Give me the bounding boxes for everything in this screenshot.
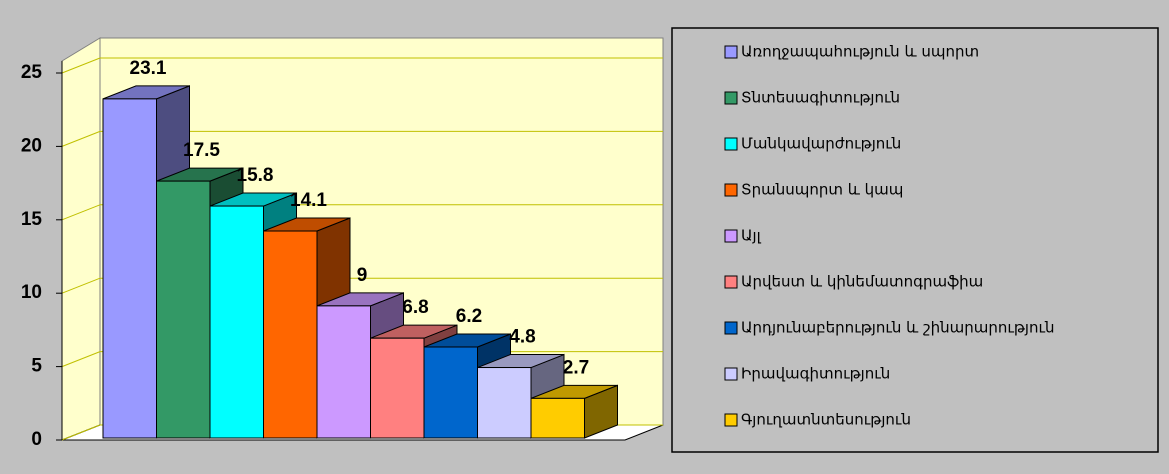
y-tick-label: 5: [31, 356, 42, 377]
y-tick-label: 10: [21, 282, 42, 303]
y-tick-label: 15: [21, 209, 43, 230]
y-tick-label: 20: [21, 135, 42, 156]
value-label: 17.5: [183, 140, 220, 161]
value-label: 2.7: [563, 357, 589, 378]
legend-label: Այլ: [741, 227, 762, 245]
legend-swatch: [724, 45, 738, 59]
grid-line: [61, 57, 101, 74]
legend-swatch: [724, 229, 738, 243]
y-tick-label: 0: [31, 429, 42, 450]
grid-line: [61, 424, 101, 441]
legend-swatch: [724, 137, 738, 151]
legend-swatch: [724, 275, 738, 289]
value-label: 9: [357, 265, 368, 286]
side-wall: [61, 37, 101, 441]
value-label: 14.1: [290, 190, 327, 211]
bar: [156, 180, 211, 439]
grid-line: [61, 204, 101, 221]
value-label: 6.2: [456, 306, 482, 327]
bar: [102, 98, 157, 439]
legend-swatch: [724, 91, 738, 105]
bar: [477, 367, 532, 439]
bar: [370, 337, 425, 439]
legend-label: Արվեստ և կինեմատոգրաֆիա: [741, 273, 983, 291]
legend-label: Արդյունաբերություն և շինարարություն: [741, 319, 1055, 337]
legend-swatch: [724, 321, 738, 335]
grid-line: [61, 351, 101, 368]
y-tick-label: 25: [21, 62, 43, 83]
value-label: 15.8: [237, 165, 274, 186]
bar: [209, 205, 264, 439]
grid-line: [61, 130, 101, 147]
bar: [423, 346, 478, 439]
legend-label: Մանկավարժություն: [741, 135, 901, 153]
legend-label: Գյուղատնտեսություն: [741, 411, 911, 429]
legend-swatch: [724, 367, 738, 381]
legend-label: Տրանսպորտ և կապ: [741, 181, 903, 199]
bar: [263, 230, 318, 439]
legend-label: Առողջապահություն և սպորտ: [741, 43, 979, 61]
value-label: 6.8: [402, 297, 428, 318]
legend-label: Տնտեսագիտություն: [741, 89, 900, 107]
grid-line: [61, 277, 101, 294]
legend-swatch: [724, 413, 738, 427]
bar: [530, 397, 585, 439]
legend-label: Իրավագիտություն: [741, 365, 890, 383]
value-label: 23.1: [130, 58, 167, 79]
bar: [316, 305, 371, 439]
value-label: 4.8: [509, 327, 535, 348]
legend-box: [671, 27, 1159, 453]
legend-swatch: [724, 183, 738, 197]
